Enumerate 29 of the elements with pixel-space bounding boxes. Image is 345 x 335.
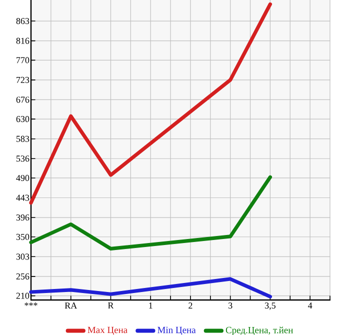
y-tick-label: 583 — [16, 136, 30, 142]
legend-label: Max Цена — [88, 326, 128, 335]
y-tick-label: 770 — [16, 57, 30, 64]
y-tick-label: 303 — [16, 254, 30, 260]
legend-label: Сред.Цена, т.йен — [226, 326, 293, 335]
x-tick-label: 3,5 — [265, 302, 276, 310]
y-tick-label: 630 — [16, 116, 30, 122]
y-tick-label: 210 — [16, 292, 30, 299]
y-tick-label: 490 — [16, 174, 30, 182]
y-tick-label: 443 — [16, 194, 30, 201]
x-tick-label: R — [108, 302, 114, 308]
x-tick-label: 4 — [308, 302, 312, 308]
legend-label: Min Цена — [158, 326, 196, 335]
x-tick-label: RA — [64, 302, 78, 308]
line-series — [29, 2, 272, 205]
y-tick-label: 396 — [16, 214, 30, 221]
y-tick-label: 536 — [16, 156, 30, 162]
line-series — [29, 277, 272, 298]
line-series — [29, 175, 272, 250]
x-tick-label: 2 — [188, 302, 192, 308]
y-tick-label: 676 — [16, 96, 30, 103]
x-tick-label: 1 — [149, 302, 152, 308]
y-tick-label: 723 — [16, 76, 30, 83]
y-tick-label: 256 — [16, 273, 30, 280]
x-tick-label: *** — [24, 302, 38, 306]
y-tick-label: 863 — [16, 18, 30, 24]
y-tick-label: 816 — [16, 38, 30, 44]
x-tick-label: 3 — [228, 302, 232, 309]
y-tick-label: 350 — [16, 234, 30, 240]
